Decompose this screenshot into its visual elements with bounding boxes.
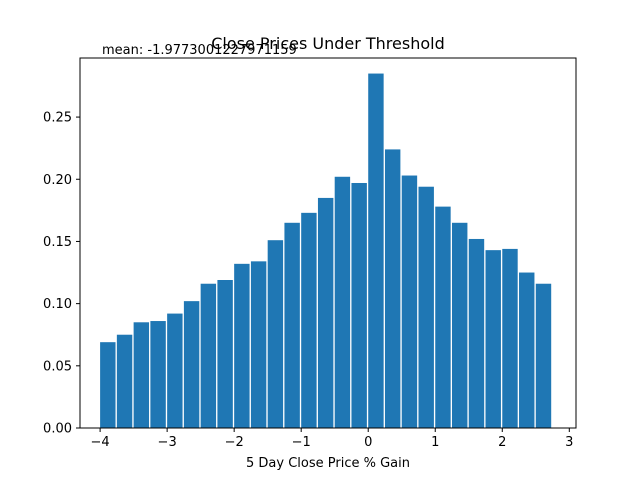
histogram-bar	[100, 342, 116, 428]
x-tick-label: 3	[565, 435, 573, 450]
x-axis-ticks: −4 −3 −2 −1 0 1 2 3	[91, 428, 573, 450]
histogram-bar	[150, 321, 166, 428]
x-tick-label: 0	[364, 435, 372, 450]
histogram-bar	[368, 73, 384, 429]
x-tick-label: −2	[225, 435, 244, 450]
histogram-bar	[217, 280, 233, 428]
histogram-bar	[234, 263, 250, 428]
histogram-bar	[351, 182, 367, 428]
y-tick-label: 0.10	[43, 297, 72, 312]
histogram-bar	[267, 240, 284, 428]
y-tick-label: 0.05	[43, 359, 72, 374]
y-tick-label: 0.00	[43, 422, 72, 437]
x-tick-label: −1	[292, 435, 311, 450]
histogram-bar	[401, 175, 418, 428]
histogram-bar	[250, 261, 267, 428]
y-tick-label: 0.20	[43, 173, 72, 188]
histogram-bar	[435, 206, 451, 428]
x-axis-label: 5 Day Close Price % Gain	[246, 456, 410, 471]
histogram-bar	[301, 212, 317, 428]
histogram-bar	[317, 197, 334, 428]
histogram-bar	[133, 322, 150, 428]
histogram-bar	[418, 186, 434, 428]
histogram-bar	[502, 248, 518, 428]
histogram-bar	[200, 283, 217, 428]
histogram-bar	[519, 272, 535, 428]
histogram-bar	[284, 222, 300, 428]
y-tick-label: 0.15	[43, 235, 72, 250]
histogram-bar	[183, 301, 200, 428]
histogram-bar	[167, 313, 183, 428]
x-tick-label: −3	[158, 435, 177, 450]
histogram-bar	[535, 283, 552, 428]
histogram-bar	[452, 222, 468, 428]
histogram-bar	[468, 238, 485, 428]
x-tick-label: −4	[91, 435, 110, 450]
plot-frame	[79, 57, 577, 429]
x-tick-label: 1	[431, 435, 439, 450]
histogram-bar	[334, 176, 351, 428]
y-tick-label: 0.25	[43, 111, 72, 126]
histogram-bar	[485, 250, 501, 428]
histogram-bar	[384, 149, 401, 428]
bars-group	[100, 73, 552, 429]
histogram-bar	[116, 334, 133, 428]
y-axis-ticks: 0.00 0.05 0.10 0.15 0.20 0.25	[43, 111, 80, 437]
x-tick-label: 2	[498, 435, 506, 450]
mean-annotation: mean: -1.9773001227971159	[102, 43, 297, 58]
chart-title: Close Prices Under Threshold	[211, 34, 445, 53]
